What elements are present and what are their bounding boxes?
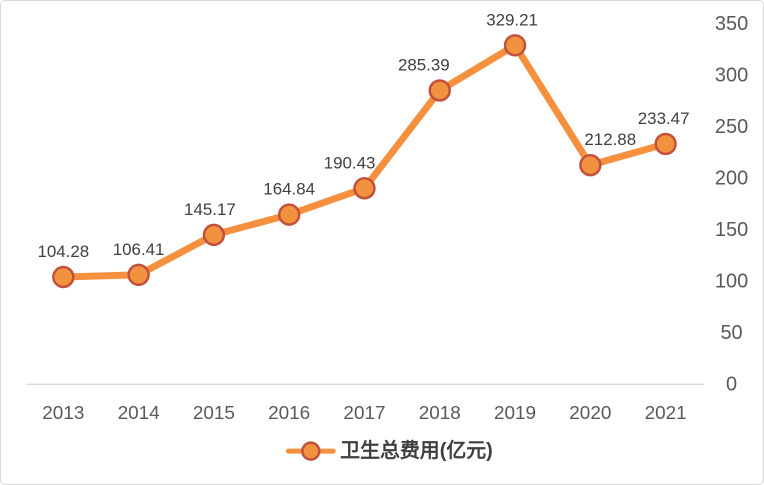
y-axis-tick-label: 100: [715, 270, 748, 292]
y-axis-tick-label: 200: [715, 167, 748, 189]
data-point-marker: [127, 263, 150, 287]
x-axis-tick-label: 2017: [343, 403, 385, 424]
data-point-label: 190.43: [324, 153, 376, 172]
legend-marker-swatch: [301, 441, 321, 461]
data-point-label: 106.41: [113, 240, 165, 259]
data-point-marker: [579, 153, 602, 177]
x-axis-tick-label: 2015: [193, 403, 235, 424]
data-point-label: 104.28: [37, 242, 89, 261]
x-axis-tick-label: 2013: [42, 403, 84, 424]
y-axis-tick-label: 250: [715, 116, 748, 138]
data-point-marker: [428, 79, 451, 102]
x-axis-tick-label: 2014: [118, 403, 160, 424]
data-point-marker: [202, 223, 226, 247]
data-point-label: 164.84: [263, 180, 315, 199]
x-axis-tick-label: 2020: [569, 403, 611, 424]
data-point-marker: [277, 203, 301, 226]
data-point-marker: [353, 177, 376, 200]
y-axis-tick-label: 300: [715, 64, 748, 86]
y-axis-tick-label: 150: [715, 219, 748, 241]
data-point-label: 233.47: [638, 109, 690, 128]
y-axis-tick-label: 0: [726, 373, 737, 395]
x-axis-tick-label: 2016: [268, 403, 310, 424]
legend-label: 卫生总费用(亿元): [340, 438, 493, 462]
y-axis-tick-label: 350: [715, 13, 748, 35]
data-point-label: 285.39: [398, 56, 450, 75]
x-axis-tick-label: 2021: [645, 403, 687, 424]
x-axis-tick-label: 2019: [494, 403, 536, 424]
data-point-label: 329.21: [486, 10, 538, 29]
data-point-marker: [654, 132, 677, 156]
data-point-marker: [503, 34, 527, 57]
data-point-label: 145.17: [184, 200, 236, 219]
y-axis-tick-label: 50: [720, 322, 742, 344]
data-point-marker: [52, 265, 75, 289]
x-axis-tick-label: 2018: [419, 403, 461, 424]
data-point-label: 212.88: [584, 130, 636, 149]
